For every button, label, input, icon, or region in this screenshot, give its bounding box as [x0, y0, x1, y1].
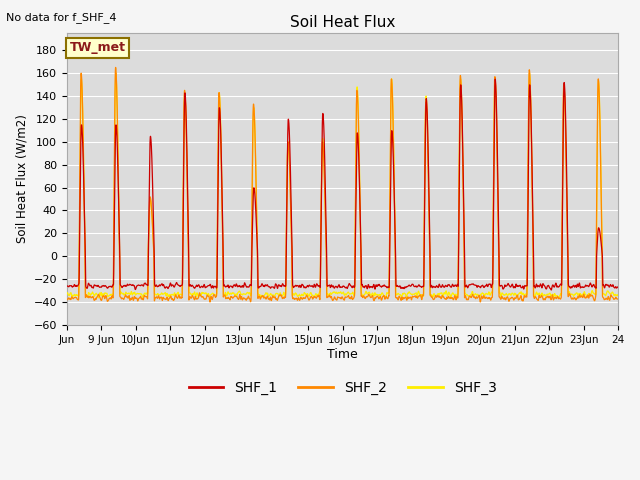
Y-axis label: Soil Heat Flux (W/m2): Soil Heat Flux (W/m2): [15, 114, 28, 243]
Title: Soil Heat Flux: Soil Heat Flux: [290, 15, 396, 30]
Legend: SHF_1, SHF_2, SHF_3: SHF_1, SHF_2, SHF_3: [183, 375, 502, 400]
Text: No data for f_SHF_4: No data for f_SHF_4: [6, 12, 117, 23]
X-axis label: Time: Time: [327, 348, 358, 361]
Text: TW_met: TW_met: [70, 41, 125, 54]
